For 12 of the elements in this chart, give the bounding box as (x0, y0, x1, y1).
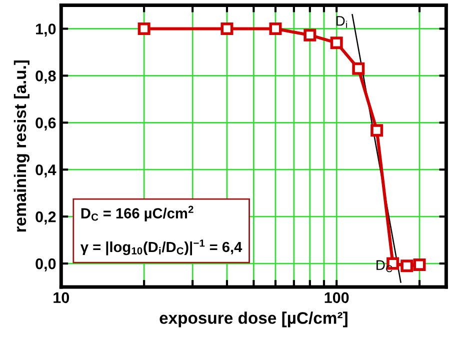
x-tick-label: 10 (54, 292, 70, 304)
text: γ = |log$_{10}$(D$_{i}$/D$_{C}$)|$^{−1}$ = 6,4 (80, 240, 242, 256)
annotation: D$_{C}$ = 166 µC/cm$^{2}$ (81, 206, 194, 222)
y-tick-label: 1,0 (36, 24, 56, 37)
y-tick-label: 0,2 (36, 211, 56, 224)
x-tick-label: 100 (324, 292, 349, 304)
x-axis-title: exposure dose [µC/cm²] (160, 312, 348, 328)
y-tick-label: 0,6 (36, 118, 56, 131)
y-tick-label: 0,8 (36, 70, 56, 84)
y-tick-label: 0,0 (36, 258, 56, 272)
y-axis-title: remaining resist [a.u.] (14, 60, 30, 232)
y-tick-label: 0,4 (36, 164, 56, 178)
